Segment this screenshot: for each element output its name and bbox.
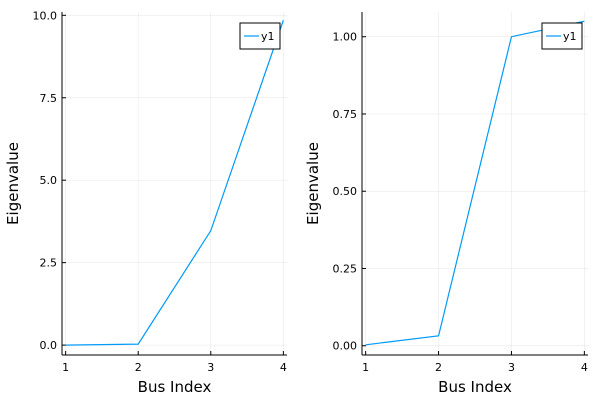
series-line-y1 (65, 20, 284, 346)
y-tick-label: 0.00 (333, 340, 358, 353)
x-tick-label: 2 (435, 361, 442, 374)
y-axis-label: Eigenvalue (4, 142, 22, 225)
y-tick-label: 0.75 (333, 108, 358, 121)
y-tick-label: 0.50 (333, 185, 358, 198)
subplots: 1 2 3 4 0.0 2.5 5.0 7.5 10.0 Bus Index Eigenvalue y… (4, 9, 588, 396)
legend: y1 (541, 22, 583, 50)
y-tick-label: 1.00 (333, 31, 358, 44)
y-tick-label: 2.5 (40, 257, 58, 270)
y-tick-label: 7.5 (40, 92, 58, 105)
x-tick-label: 4 (581, 361, 588, 374)
x-tick-label: 3 (207, 361, 214, 374)
x-axis-label: Bus Index (438, 378, 512, 396)
y-tick-label: 10.0 (33, 9, 58, 22)
y-axis-label: Eigenvalue (304, 142, 322, 225)
x-tick-label: 1 (62, 361, 69, 374)
subplot-2: 1 2 3 4 0.00 0.25 0.50 0.75 1.00 Bus Index Eigenva… (304, 12, 588, 396)
legend-label: y1 (261, 30, 275, 43)
legend-label: y1 (563, 30, 577, 43)
x-tick-label: 2 (135, 361, 142, 374)
x-tick-label: 4 (280, 361, 287, 374)
x-tick-label: 3 (508, 361, 515, 374)
y-tick-label: 5.0 (40, 174, 58, 187)
y-tick-label: 0.0 (40, 339, 58, 352)
y-tick-label: 0.25 (333, 262, 358, 275)
x-tick-label: 1 (362, 361, 369, 374)
legend: y1 (239, 22, 281, 50)
x-axis-label: Bus Index (138, 378, 212, 396)
subplot-1: 1 2 3 4 0.0 2.5 5.0 7.5 10.0 Bus Index Eigenvalue y… (4, 9, 287, 396)
